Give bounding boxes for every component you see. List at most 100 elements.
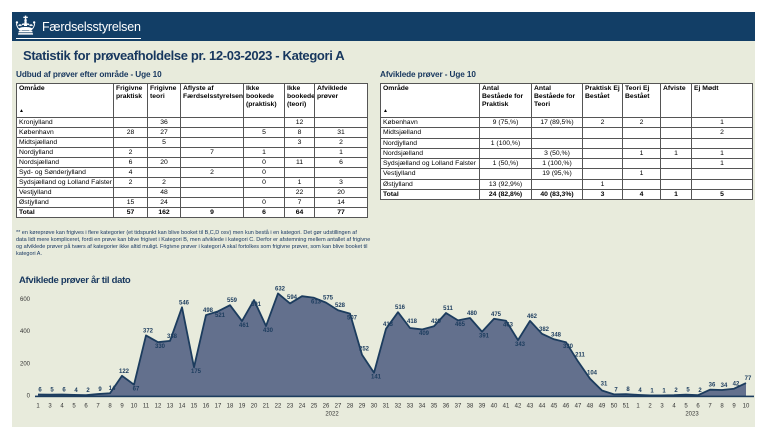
svg-text:26: 26 bbox=[323, 404, 330, 410]
svg-text:211: 211 bbox=[575, 352, 585, 358]
svg-text:42: 42 bbox=[515, 404, 522, 410]
svg-text:46: 46 bbox=[563, 404, 570, 410]
svg-text:51: 51 bbox=[623, 404, 630, 410]
svg-text:511: 511 bbox=[443, 306, 453, 312]
svg-text:47: 47 bbox=[575, 404, 582, 410]
svg-text:2: 2 bbox=[86, 388, 90, 394]
svg-text:9: 9 bbox=[732, 404, 736, 410]
svg-text:7: 7 bbox=[708, 404, 712, 410]
svg-text:34: 34 bbox=[721, 383, 728, 389]
svg-text:338: 338 bbox=[167, 334, 178, 340]
svg-text:39: 39 bbox=[479, 404, 486, 410]
svg-text:5: 5 bbox=[72, 404, 76, 410]
svg-text:559: 559 bbox=[227, 298, 238, 304]
svg-text:418: 418 bbox=[407, 319, 418, 325]
svg-text:14: 14 bbox=[179, 404, 186, 410]
svg-text:465: 465 bbox=[455, 322, 466, 328]
svg-text:613: 613 bbox=[311, 300, 322, 306]
svg-text:40: 40 bbox=[491, 404, 498, 410]
svg-text:546: 546 bbox=[179, 300, 190, 306]
svg-text:343: 343 bbox=[515, 342, 526, 348]
svg-text:20: 20 bbox=[251, 404, 258, 410]
svg-text:7: 7 bbox=[614, 387, 618, 393]
svg-text:400: 400 bbox=[20, 329, 31, 335]
svg-text:8: 8 bbox=[108, 404, 112, 410]
svg-text:23: 23 bbox=[287, 404, 294, 410]
svg-text:330: 330 bbox=[563, 344, 574, 350]
svg-text:10: 10 bbox=[743, 404, 750, 410]
svg-text:2: 2 bbox=[674, 388, 678, 394]
svg-text:175: 175 bbox=[191, 369, 202, 375]
svg-text:4: 4 bbox=[672, 404, 676, 410]
svg-text:1: 1 bbox=[650, 388, 654, 394]
svg-text:2023: 2023 bbox=[685, 412, 699, 418]
svg-text:5: 5 bbox=[686, 388, 690, 394]
svg-text:45: 45 bbox=[551, 404, 558, 410]
svg-text:0: 0 bbox=[27, 394, 31, 400]
svg-text:382: 382 bbox=[539, 327, 550, 333]
svg-text:122: 122 bbox=[119, 369, 130, 375]
svg-text:516: 516 bbox=[395, 305, 406, 311]
svg-text:2: 2 bbox=[698, 388, 702, 394]
svg-text:44: 44 bbox=[539, 404, 546, 410]
svg-text:48: 48 bbox=[587, 404, 594, 410]
svg-text:6: 6 bbox=[38, 388, 42, 394]
svg-text:5: 5 bbox=[684, 404, 688, 410]
svg-text:13: 13 bbox=[167, 404, 174, 410]
svg-text:12: 12 bbox=[155, 404, 162, 410]
svg-text:6: 6 bbox=[62, 388, 66, 394]
svg-text:409: 409 bbox=[419, 331, 430, 337]
svg-text:21: 21 bbox=[263, 404, 270, 410]
svg-text:11: 11 bbox=[143, 404, 150, 410]
svg-text:3: 3 bbox=[48, 404, 52, 410]
svg-text:42: 42 bbox=[733, 382, 740, 388]
svg-text:22: 22 bbox=[275, 404, 282, 410]
svg-text:28: 28 bbox=[347, 404, 354, 410]
svg-text:77: 77 bbox=[745, 376, 752, 382]
svg-text:30: 30 bbox=[371, 404, 378, 410]
svg-text:1: 1 bbox=[36, 404, 40, 410]
svg-text:461: 461 bbox=[239, 323, 250, 329]
svg-text:25: 25 bbox=[311, 404, 318, 410]
svg-text:252: 252 bbox=[359, 346, 370, 352]
svg-text:36: 36 bbox=[709, 383, 716, 389]
svg-text:8: 8 bbox=[626, 387, 630, 393]
svg-text:575: 575 bbox=[323, 296, 334, 302]
svg-text:31: 31 bbox=[601, 382, 608, 388]
svg-text:50: 50 bbox=[611, 404, 618, 410]
svg-text:18: 18 bbox=[227, 404, 234, 410]
svg-text:200: 200 bbox=[20, 361, 31, 367]
svg-text:34: 34 bbox=[419, 404, 426, 410]
svg-text:33: 33 bbox=[407, 404, 414, 410]
svg-text:27: 27 bbox=[335, 404, 342, 410]
svg-text:2: 2 bbox=[648, 404, 652, 410]
svg-text:463: 463 bbox=[503, 323, 514, 329]
svg-text:49: 49 bbox=[599, 404, 606, 410]
svg-text:9: 9 bbox=[120, 404, 124, 410]
svg-text:35: 35 bbox=[431, 404, 438, 410]
svg-text:632: 632 bbox=[275, 286, 286, 292]
svg-text:3: 3 bbox=[660, 404, 664, 410]
svg-text:31: 31 bbox=[383, 404, 390, 410]
svg-text:372: 372 bbox=[143, 328, 154, 334]
svg-text:19: 19 bbox=[239, 404, 246, 410]
svg-text:36: 36 bbox=[443, 404, 450, 410]
svg-text:391: 391 bbox=[479, 334, 490, 340]
svg-text:348: 348 bbox=[551, 332, 562, 338]
svg-text:600: 600 bbox=[20, 297, 31, 303]
svg-text:507: 507 bbox=[347, 315, 358, 321]
svg-text:2022: 2022 bbox=[325, 412, 339, 418]
svg-text:29: 29 bbox=[359, 404, 366, 410]
svg-text:14: 14 bbox=[109, 386, 116, 392]
svg-text:413: 413 bbox=[383, 322, 394, 328]
svg-text:475: 475 bbox=[491, 312, 502, 318]
svg-text:41: 41 bbox=[503, 404, 510, 410]
svg-text:15: 15 bbox=[191, 404, 198, 410]
svg-text:480: 480 bbox=[467, 311, 478, 317]
svg-text:5: 5 bbox=[50, 388, 54, 394]
svg-text:1: 1 bbox=[662, 388, 666, 394]
svg-text:104: 104 bbox=[587, 371, 598, 377]
svg-text:1: 1 bbox=[636, 404, 640, 410]
svg-text:594: 594 bbox=[287, 295, 298, 301]
svg-text:38: 38 bbox=[467, 404, 474, 410]
